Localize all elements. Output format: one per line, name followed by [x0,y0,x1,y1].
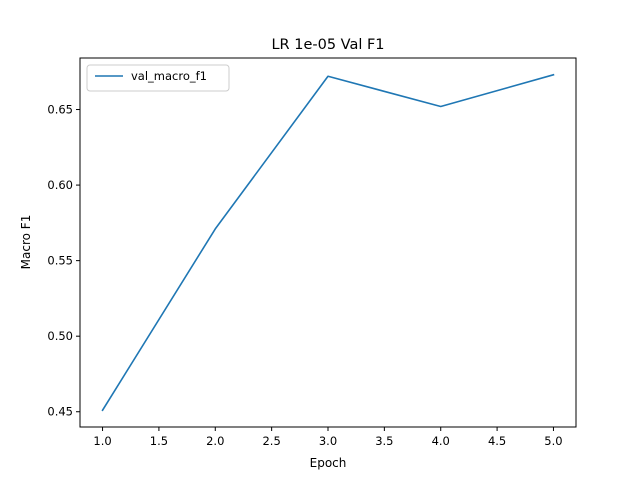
x-tick-label: 5.0 [544,434,562,448]
y-tick-label: 0.45 [47,405,73,419]
x-axis-ticks: 1.0 1.5 2.0 2.5 3.0 3.5 4.0 4.5 5.0 [93,427,563,448]
series-group [101,73,555,412]
x-tick-label: 3.0 [319,434,337,448]
legend: val_macro_f1 [86,64,230,92]
legend-box [86,64,230,92]
x-axis-label: Epoch [310,456,347,470]
y-axis-label: Macro F1 [19,215,33,270]
x-tick-label: 1.5 [150,434,168,448]
y-tick-label: 0.55 [47,254,73,268]
y-tick-label: 0.60 [47,178,73,192]
chart-title: LR 1e-05 Val F1 [271,37,384,53]
x-tick-label: 2.0 [206,434,224,448]
y-tick-label: 0.50 [47,329,73,343]
y-tick-label: 0.65 [47,103,73,117]
x-tick-label: 3.5 [375,434,393,448]
x-tick-label: 4.5 [488,434,506,448]
y-axis-ticks: 0.45 0.50 0.55 0.60 0.65 [47,103,80,419]
x-tick-label: 2.5 [262,434,280,448]
legend-label: val_macro_f1 [131,69,207,83]
x-tick-label: 4.0 [432,434,450,448]
plot-area: 1.0 1.5 2.0 2.5 3.0 3.5 4.0 4.5 5.0 0.45 0.50 0.55… [47,57,577,448]
x-tick-label: 1.0 [93,434,111,448]
series-line-val_macro_f1 [101,73,555,412]
